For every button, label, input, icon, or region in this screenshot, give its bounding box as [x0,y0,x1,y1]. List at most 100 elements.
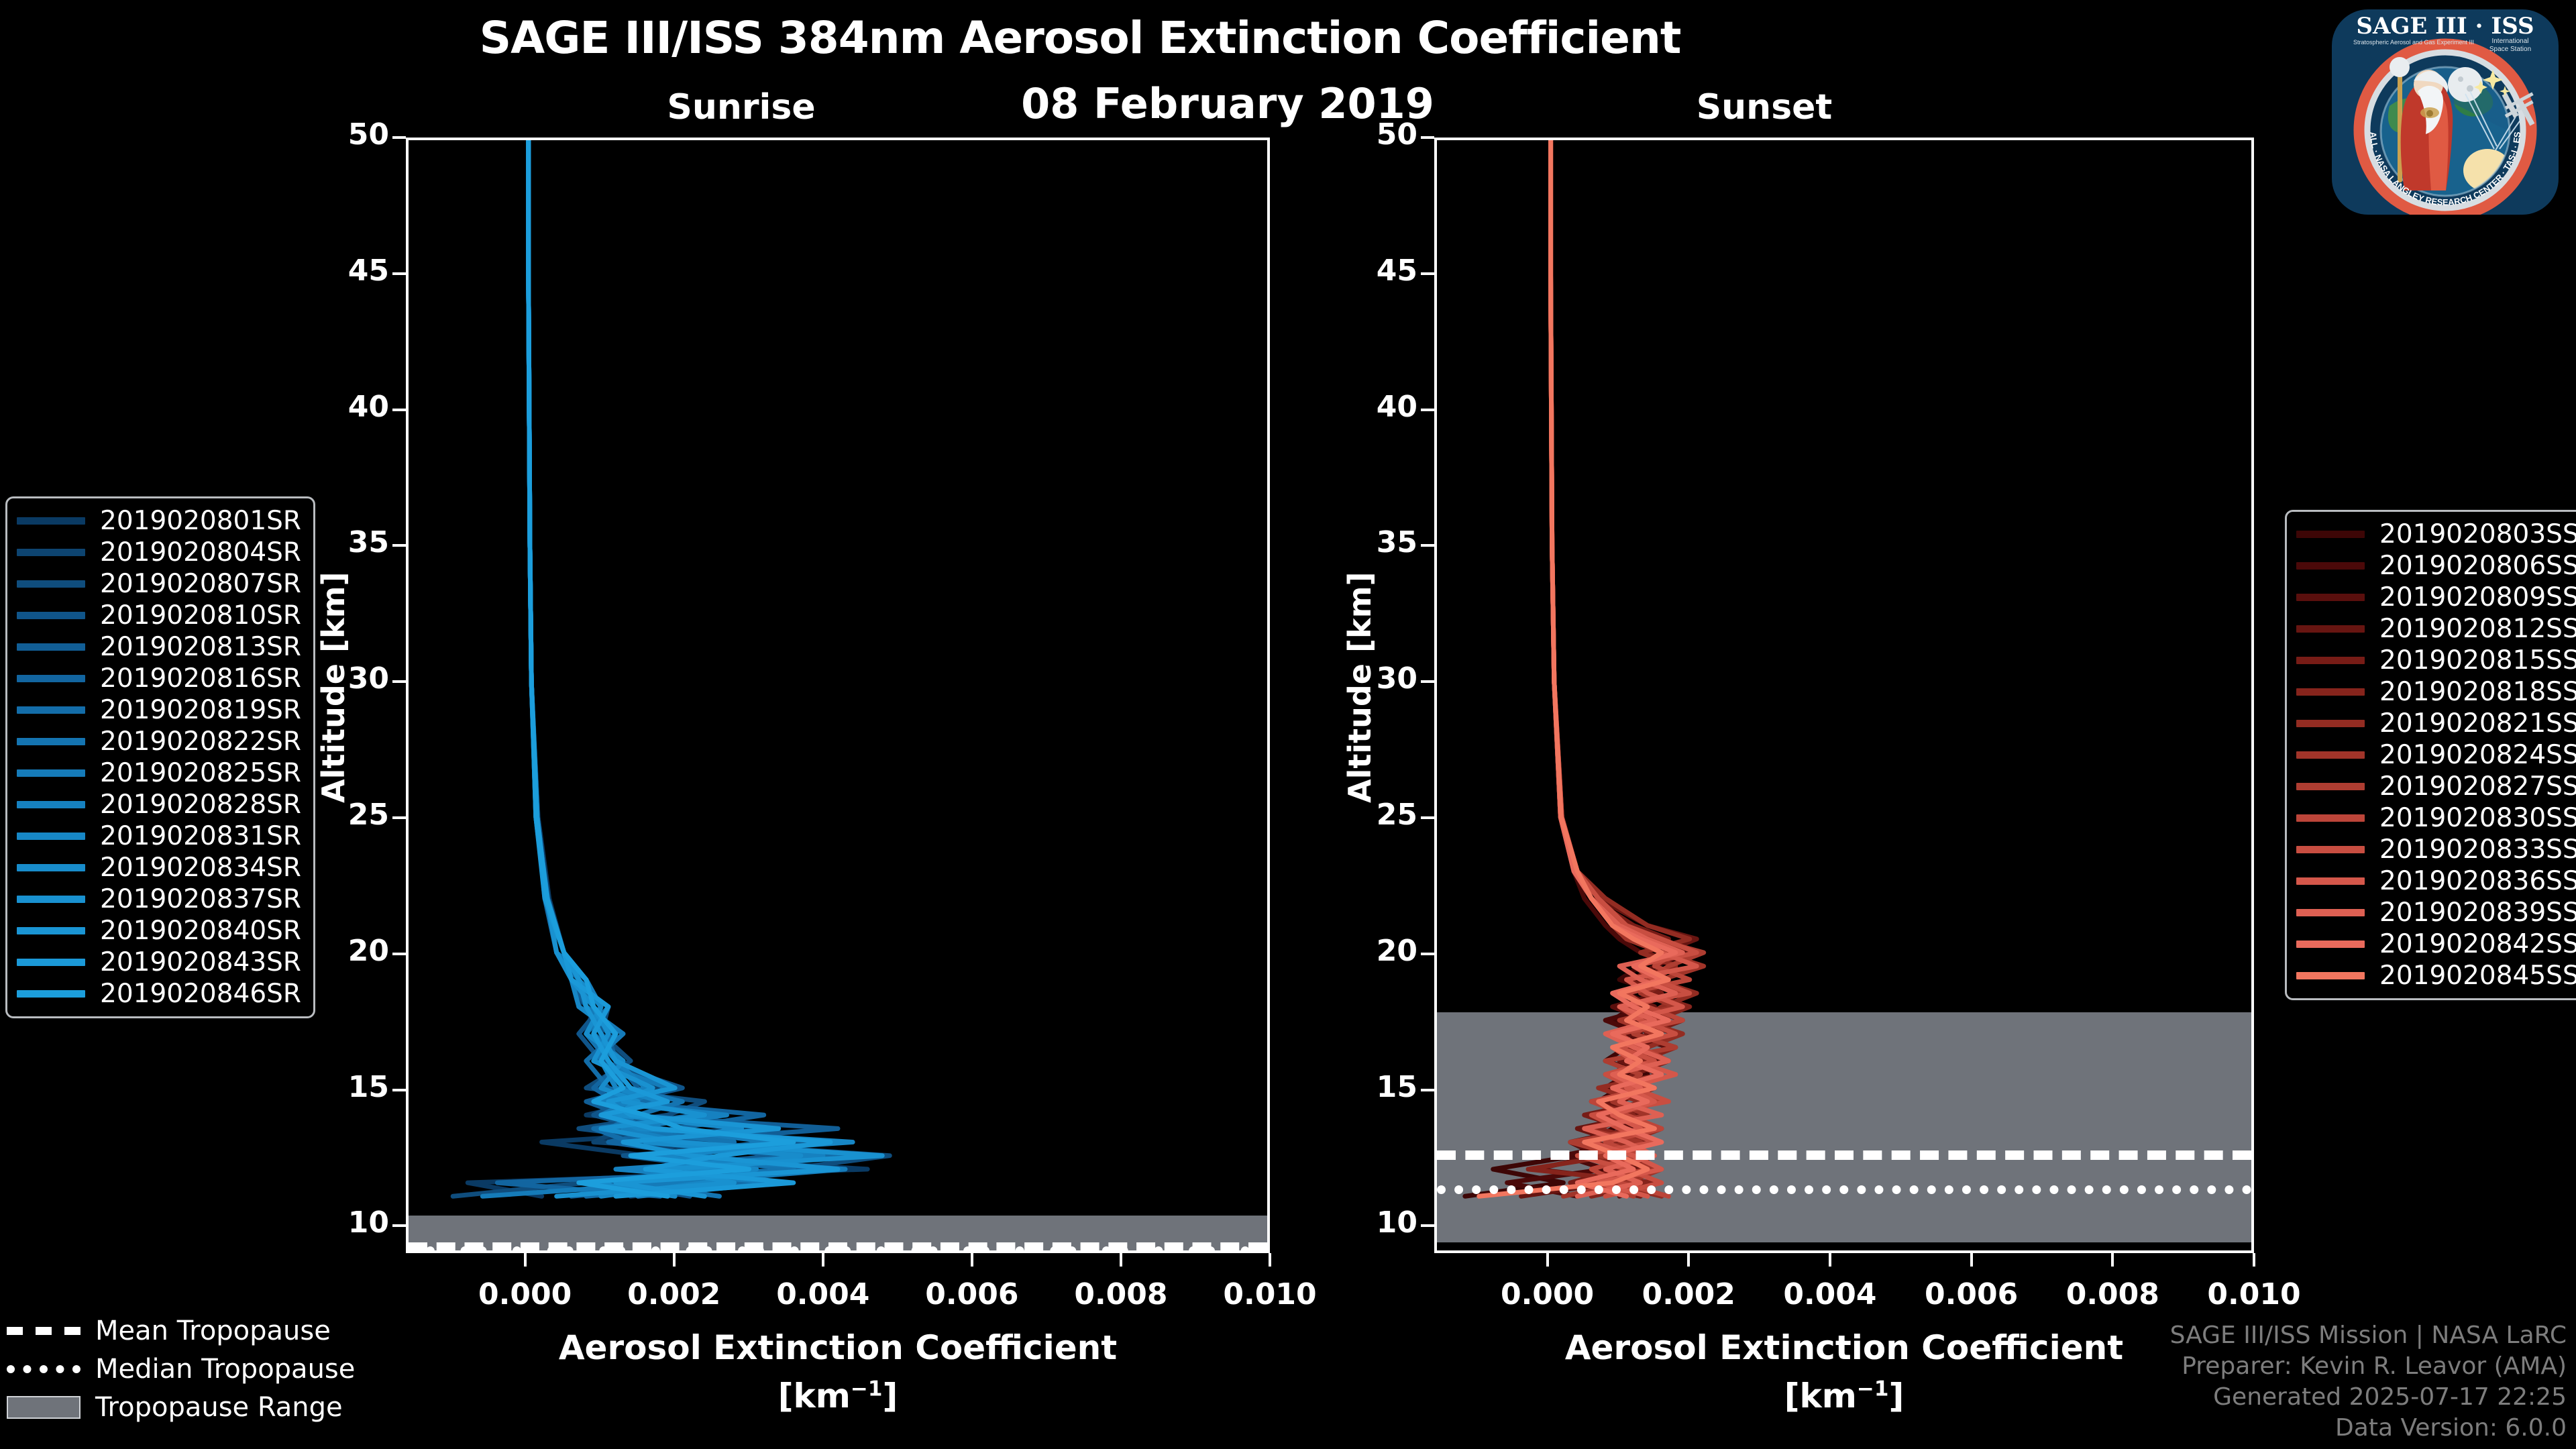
x-axis-label-text: Aerosol Extinction Coefficient [1564,1328,2124,1367]
legend-swatch-2019020840SR [17,927,85,934]
legend-item-2019020827SS[interactable]: 2019020827SS [2296,771,2576,802]
x-axis-tick-label-sunrise-0.010: 0.010 [1223,1277,1317,1311]
profile-line-2019020843SR [529,140,830,1196]
legend-item-2019020819SR[interactable]: 2019020819SR [17,694,301,726]
y-axis-tick-label-sunrise-30: 30 [347,661,389,696]
legend-label-2019020839SS: 2019020839SS [2379,898,2576,928]
y-axis-tick-mark-sunset-25 [1421,816,1434,820]
legend-item-2019020830SS[interactable]: 2019020830SS [2296,802,2576,834]
legend-item-2019020821SS[interactable]: 2019020821SS [2296,708,2576,739]
y-axis-tick-mark-sunset-30 [1421,680,1434,684]
legend-label-2019020846SR: 2019020846SR [100,979,301,1009]
y-axis-tick-mark-sunrise-30 [392,680,406,684]
legend-item-2019020822SR[interactable]: 2019020822SR [17,726,301,757]
legend-item-2019020839SS[interactable]: 2019020839SS [2296,897,2576,928]
legend-item-median-tropopause: Median Tropopause [7,1350,355,1388]
legend-label-2019020815SS: 2019020815SS [2379,645,2576,676]
x-axis-tick-label-sunrise-0.004: 0.004 [776,1277,870,1311]
legend-item-2019020842SS[interactable]: 2019020842SS [2296,928,2576,960]
legend-item-2019020836SS[interactable]: 2019020836SS [2296,865,2576,897]
legend-item-2019020813SR[interactable]: 2019020813SR [17,631,301,663]
y-axis-tick-mark-sunrise-25 [392,816,406,820]
legend-label-2019020819SR: 2019020819SR [100,695,301,725]
legend-item-2019020809SS[interactable]: 2019020809SS [2296,582,2576,613]
plot-area-sunset [1437,140,2251,1250]
legend-swatch-2019020812SS [2296,625,2365,633]
legend-label-2019020830SS: 2019020830SS [2379,803,2576,833]
x-axis-unit: [km−1] [777,1377,898,1415]
legend-label-2019020803SS: 2019020803SS [2379,519,2576,549]
x-axis-tick-mark-sunset-0.002 [1687,1253,1690,1267]
legend-item-2019020846SR[interactable]: 2019020846SR [17,978,301,1010]
profile-line-2019020804SR [529,140,838,1196]
x-axis-tick-mark-sunset-0.010 [2253,1253,2255,1267]
x-axis-unit: [km−1] [1784,1377,1904,1415]
legend-swatch-2019020828SR [17,801,85,808]
legend-label-2019020816SR: 2019020816SR [100,663,301,694]
legend-swatch-2019020815SS [2296,657,2365,664]
legend-item-2019020831SR[interactable]: 2019020831SR [17,820,301,852]
legend-item-2019020815SS[interactable]: 2019020815SS [2296,645,2576,676]
legend-item-2019020845SS[interactable]: 2019020845SS [2296,960,2576,991]
legend-label-2019020822SR: 2019020822SR [100,727,301,757]
legend-item-2019020806SS[interactable]: 2019020806SS [2296,550,2576,582]
legend-swatch-2019020804SR [17,549,85,556]
logo-subtitle-right-line2: Space Station [2489,46,2531,53]
y-axis-tick-mark-sunset-20 [1421,952,1434,955]
y-axis-tick-mark-sunrise-15 [392,1088,406,1091]
legend-item-2019020812SS[interactable]: 2019020812SS [2296,613,2576,645]
profile-line-2019020828SR [529,140,823,1196]
logo-subtitle-right-line1: International [2491,38,2528,45]
profile-line-2019020810SR [529,140,808,1196]
x-axis-tick-mark-sunset-0.006 [1970,1253,1973,1267]
legend-item-2019020840SR[interactable]: 2019020840SR [17,915,301,947]
legend-item-2019020833SS[interactable]: 2019020833SS [2296,834,2576,865]
legend-item-2019020824SS[interactable]: 2019020824SS [2296,739,2576,771]
sage-iii-iss-mission-patch-logo: SAGE III · ISS Stratospheric Aerosol and… [2332,9,2559,215]
legend-item-2019020828SR[interactable]: 2019020828SR [17,789,301,820]
legend-swatch-2019020834SR [17,864,85,871]
legend-item-2019020843SR[interactable]: 2019020843SR [17,947,301,978]
legend-item-2019020834SR[interactable]: 2019020834SR [17,852,301,883]
y-axis-tick-label-sunrise-20: 20 [347,933,389,968]
y-axis-tick-label-sunset-40: 40 [1376,389,1417,424]
legend-label-2019020812SS: 2019020812SS [2379,614,2576,644]
legend-item-2019020803SS[interactable]: 2019020803SS [2296,519,2576,550]
y-axis-tick-label-sunset-10: 10 [1376,1205,1417,1240]
legend-swatch-2019020824SS [2296,751,2365,759]
legend-label-2019020825SR: 2019020825SR [100,758,301,788]
legend-swatch-2019020816SR [17,675,85,682]
y-axis-tick-label-sunrise-50: 50 [347,117,389,152]
sunrise-panel-title: Sunrise [667,87,816,127]
legend-label-2019020827SS: 2019020827SS [2379,771,2576,802]
legend-item-2019020837SR[interactable]: 2019020837SR [17,883,301,915]
legend-item-2019020825SR[interactable]: 2019020825SR [17,757,301,789]
legend-item-2019020816SR[interactable]: 2019020816SR [17,663,301,694]
profile-curves-sunrise [409,140,1267,1250]
page-title: SAGE III/ISS 384nm Aerosol Extinction Co… [479,12,1682,64]
x-axis-tick-mark-sunset-0.000 [1546,1253,1549,1267]
legend-item-2019020801SR[interactable]: 2019020801SR [17,505,301,537]
y-axis-tick-mark-sunrise-40 [392,408,406,411]
legend-label-tropopause-range: Tropopause Range [95,1391,343,1423]
legend-label-2019020834SR: 2019020834SR [100,853,301,883]
profile-line-2019020846SR [529,140,794,1196]
legend-label-mean-tropopause: Mean Tropopause [95,1315,331,1346]
legend-label-2019020837SR: 2019020837SR [100,884,301,914]
y-axis-tick-label-sunrise-10: 10 [347,1205,389,1240]
legend-item-2019020807SR[interactable]: 2019020807SR [17,568,301,600]
plot-area-sunrise [409,140,1267,1250]
legend-item-2019020810SR[interactable]: 2019020810SR [17,600,301,631]
legend-item-2019020804SR[interactable]: 2019020804SR [17,537,301,568]
legend-label-2019020833SS: 2019020833SS [2379,835,2576,865]
legend-sunrise[interactable]: 2019020801SR 2019020804SR 2019020807SR 2019… [5,496,315,1018]
x-axis-tick-label-sunset-0.006: 0.006 [1925,1277,2019,1311]
legend-tropopause: Mean Tropopause Median Tropopause Tropopau… [7,1311,355,1426]
legend-item-2019020818SS[interactable]: 2019020818SS [2296,676,2576,708]
mean-tropopause-line-sunset [1437,1150,2251,1160]
x-axis-label-sunrise: Aerosol Extinction Coefficient [km−1] [339,1328,1337,1415]
x-axis-tick-label-sunrise-0.008: 0.008 [1074,1277,1168,1311]
credits-line-4: Data Version: 6.0.0 [2335,1413,2567,1442]
legend-swatch-2019020839SS [2296,909,2365,916]
legend-sunset[interactable]: 2019020803SS 2019020806SS 2019020809SS 2019… [2285,510,2576,1000]
